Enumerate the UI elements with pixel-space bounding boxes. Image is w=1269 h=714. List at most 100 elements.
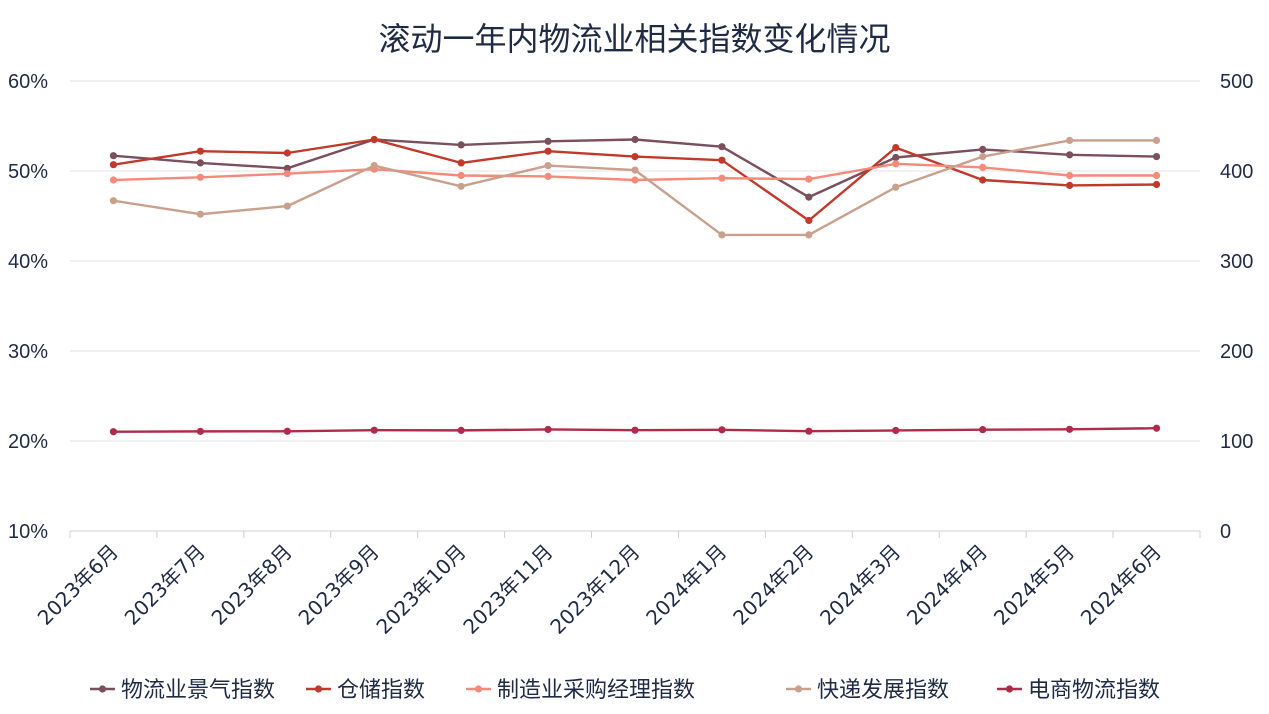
series-4-point (805, 427, 813, 435)
legend-swatch-marker (98, 685, 107, 693)
series-4-point (631, 426, 639, 434)
series-4-point (979, 426, 987, 434)
x-tick-label: 2024年1月 (641, 540, 731, 630)
legend-label: 仓储指数 (337, 678, 425, 703)
x-tick-label: 2024年2月 (728, 540, 818, 630)
y-right-tick-label: 400 (1220, 161, 1253, 183)
series-1-point (718, 156, 726, 164)
series-1-point (283, 149, 291, 157)
series-4-point (109, 428, 118, 436)
series-3-point (718, 231, 726, 239)
series-4-point (457, 426, 465, 434)
legend-swatch-marker (474, 685, 483, 693)
series-0-point (1152, 153, 1161, 161)
series-3-point (631, 166, 639, 174)
series-0-point (283, 164, 291, 172)
y-right-tick-label: 500 (1220, 71, 1253, 93)
series-0-point (544, 137, 552, 145)
x-tick-label: 2023年6月 (33, 540, 123, 630)
x-tick-label: 2023年11月 (458, 540, 557, 639)
y-right-tick-label: 300 (1220, 251, 1253, 273)
series-2-point (544, 172, 552, 180)
legend-label: 制造业采购经理指数 (497, 678, 695, 703)
series-4-point (370, 426, 378, 434)
series-1-point (109, 161, 118, 169)
series-2-point (457, 171, 465, 180)
series-0-point (805, 193, 813, 201)
legend-swatch-marker (314, 685, 323, 693)
legend-label: 快递发展指数 (817, 678, 949, 703)
series-3-point (370, 162, 378, 170)
series-0-point (631, 135, 639, 144)
series-4-point (196, 427, 204, 435)
series-0-point (1066, 151, 1074, 159)
x-tick-label: 2023年7月 (120, 540, 210, 630)
series-2-point (631, 176, 639, 184)
series-1-point (1066, 181, 1074, 189)
series-2-point (1152, 171, 1161, 180)
series-2-point (892, 160, 900, 168)
series-4-point (1152, 424, 1161, 432)
series-4-point (892, 426, 900, 435)
series-2-point (1066, 171, 1074, 180)
series-3-point (805, 231, 813, 239)
y-left-tick-label: 50% (8, 161, 48, 183)
series-0-point (892, 153, 900, 162)
series-2-point (196, 173, 204, 181)
series-2-point (718, 174, 726, 182)
series-0-point (109, 152, 118, 160)
series-1-point (979, 176, 987, 184)
x-tick-label: 2024年3月 (815, 540, 905, 630)
series-0-point (457, 141, 465, 149)
legend-label: 物流业景气指数 (121, 678, 275, 703)
chart-title: 滚动一年内物流业相关指数变化情况 (378, 20, 891, 58)
series-3-point (109, 197, 118, 205)
series-3-point (1152, 136, 1161, 144)
series-0-point (718, 143, 726, 151)
series-1-point (892, 144, 900, 152)
y-left-tick-label: 10% (8, 521, 48, 543)
series-4-point (1066, 425, 1074, 433)
series-1-point (544, 147, 552, 155)
series-3-point (457, 182, 465, 190)
series-2-point (283, 170, 291, 178)
series-0-point (196, 159, 204, 167)
x-tick-label: 2023年12月 (545, 540, 644, 639)
series-1-point (1152, 180, 1161, 189)
series-4-point (718, 426, 726, 434)
y-left-tick-label: 20% (8, 431, 48, 453)
series-4-point (544, 425, 552, 434)
series-3-point (892, 183, 900, 191)
y-left-tick-label: 30% (8, 341, 48, 363)
y-right-tick-label: 0 (1220, 521, 1231, 543)
x-tick-label: 2023年8月 (207, 540, 297, 630)
y-left-tick-label: 60% (8, 71, 48, 93)
series-3-point (283, 202, 291, 210)
series-3-point (1066, 136, 1074, 144)
y-right-tick-label: 200 (1220, 341, 1253, 363)
legend-label: 电商物流指数 (1028, 678, 1160, 703)
x-tick-label: 2024年5月 (989, 540, 1079, 630)
series-4-point (283, 427, 291, 435)
series-1-point (370, 135, 378, 144)
x-tick-label: 2023年9月 (294, 540, 384, 630)
series-0-point (979, 145, 987, 153)
x-tick-label: 2024年4月 (902, 540, 992, 630)
series-2-point (805, 175, 813, 183)
y-right-tick-label: 100 (1220, 431, 1253, 453)
series-1-point (805, 216, 813, 225)
series-1-point (631, 153, 639, 161)
series-3-point (196, 210, 204, 218)
series-2-point (109, 176, 118, 184)
y-left-tick-label: 40% (8, 251, 48, 273)
legend-swatch-marker (1005, 685, 1014, 693)
series-3-point (979, 153, 987, 161)
series-3-point (544, 162, 552, 170)
legend-swatch-marker (794, 685, 803, 693)
x-tick-label: 2023年10月 (371, 540, 470, 639)
x-tick-label: 2024年6月 (1076, 540, 1166, 630)
series-1-point (457, 159, 465, 167)
series-2-point (979, 163, 987, 171)
